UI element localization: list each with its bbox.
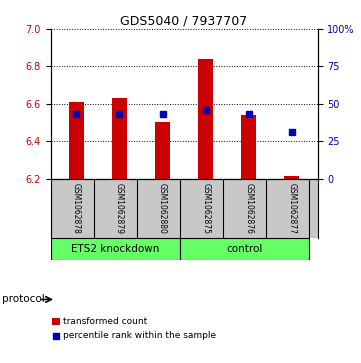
Bar bbox=[198, 59, 213, 179]
Title: GDS5040 / 7937707: GDS5040 / 7937707 bbox=[121, 15, 248, 28]
Text: ETS2 knockdown: ETS2 knockdown bbox=[71, 244, 159, 254]
Bar bbox=[112, 98, 127, 179]
Text: protocol: protocol bbox=[2, 294, 44, 305]
Text: GSM1062875: GSM1062875 bbox=[201, 183, 210, 234]
Bar bbox=[241, 115, 256, 179]
Text: transformed count: transformed count bbox=[63, 317, 147, 326]
Text: GSM1062876: GSM1062876 bbox=[244, 183, 253, 234]
Bar bbox=[284, 176, 299, 179]
Text: GSM1062878: GSM1062878 bbox=[72, 183, 81, 234]
Bar bbox=[69, 102, 84, 179]
Text: percentile rank within the sample: percentile rank within the sample bbox=[63, 331, 216, 340]
Text: control: control bbox=[226, 244, 262, 254]
Bar bbox=[180, 238, 309, 260]
Bar bbox=[52, 318, 60, 325]
Bar bbox=[155, 122, 170, 179]
Text: GSM1062879: GSM1062879 bbox=[115, 183, 124, 234]
Text: GSM1062880: GSM1062880 bbox=[158, 183, 167, 234]
Bar bbox=[51, 238, 180, 260]
Text: GSM1062877: GSM1062877 bbox=[287, 183, 296, 234]
